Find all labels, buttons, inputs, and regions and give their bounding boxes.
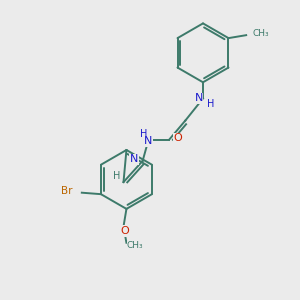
- Text: N: N: [144, 136, 153, 146]
- Text: O: O: [121, 226, 129, 236]
- Text: H: H: [140, 129, 147, 140]
- Text: Br: Br: [61, 186, 72, 196]
- Text: O: O: [174, 133, 182, 143]
- Text: CH₃: CH₃: [253, 29, 269, 38]
- Text: CH₃: CH₃: [127, 241, 144, 250]
- Text: N: N: [194, 94, 203, 103]
- Text: H: H: [207, 99, 214, 109]
- Text: H: H: [113, 171, 121, 181]
- Text: N: N: [130, 154, 138, 164]
